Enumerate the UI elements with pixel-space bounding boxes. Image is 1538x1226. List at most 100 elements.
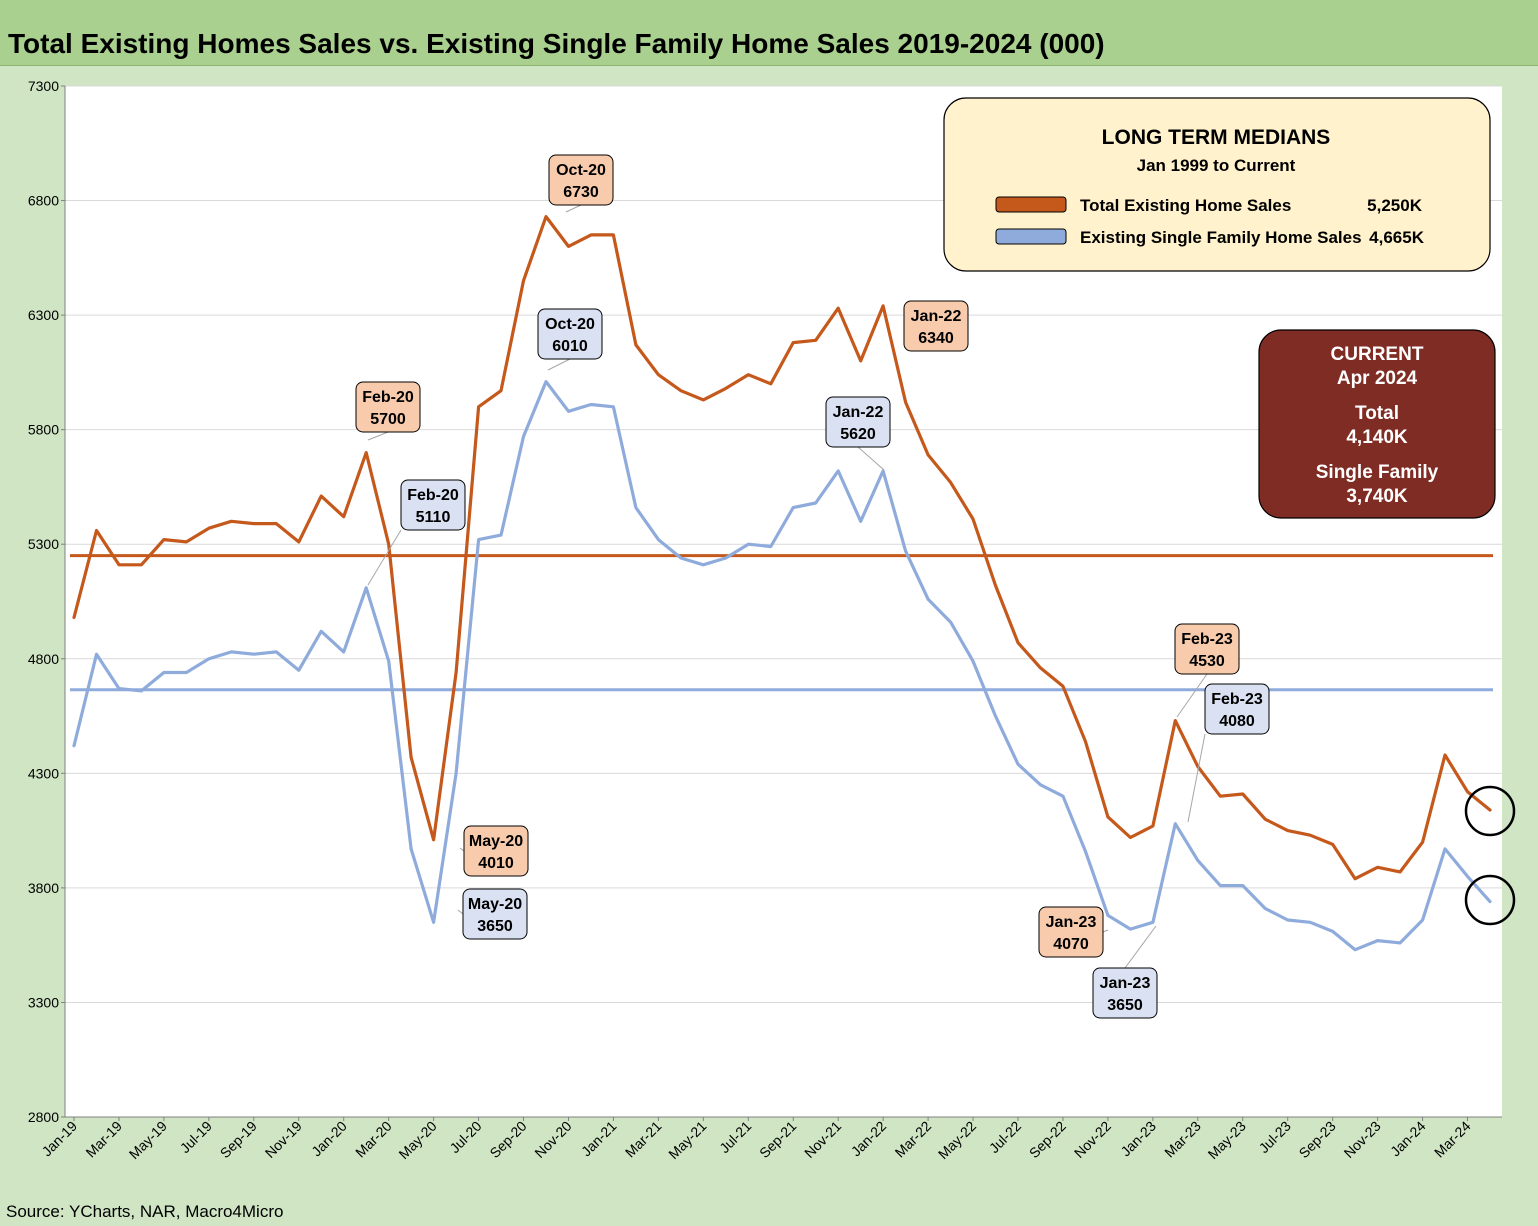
x-tick-label: Sep-21: [756, 1118, 799, 1161]
x-tick-label: Nov-21: [801, 1118, 844, 1161]
annotation-box: [825, 396, 891, 448]
x-tick-label: Jul-23: [1256, 1118, 1294, 1156]
y-tick-label: 6300: [28, 307, 59, 323]
x-tick-label: Sep-20: [486, 1118, 529, 1161]
medians-legend-box: LONG TERM MEDIANS Jan 1999 to Current To…: [943, 97, 1491, 272]
annotation-leader-line: [459, 847, 465, 852]
title-bar: Total Existing Homes Sales vs. Existing …: [0, 0, 1538, 66]
annotation-box: [1204, 683, 1270, 735]
current-line1: CURRENT: [1331, 344, 1424, 365]
annotation-value: 5700: [370, 411, 406, 428]
annotation-leader-line: [367, 431, 389, 441]
chart-title: Total Existing Homes Sales vs. Existing …: [8, 28, 1105, 59]
x-tick-label: May-21: [665, 1118, 709, 1162]
annotation-box: [548, 154, 614, 206]
y-tick-label: 3800: [28, 880, 59, 896]
annotation-box: [537, 308, 603, 360]
annotation-label: Feb-20: [407, 487, 459, 504]
y-tick-label: 3300: [28, 994, 59, 1010]
annotation-value: 5110: [416, 509, 451, 526]
x-tick-label: Jul-20: [446, 1118, 484, 1156]
annotation-label: Oct-20: [556, 162, 606, 179]
annotations: Feb-20 5700 May-20 4010 Oct-20 6730 Jan-22 6340…: [355, 154, 1270, 1019]
annotation-value: 3650: [1107, 997, 1143, 1014]
x-tick-label: Jul-22: [986, 1118, 1024, 1156]
annotation-value: 6340: [918, 330, 954, 347]
x-tick-label: Jan-24: [1387, 1118, 1429, 1160]
x-tick-label: Sep-19: [217, 1118, 260, 1161]
annotation-value: 4080: [1219, 713, 1255, 730]
annotation-value: 6010: [552, 338, 588, 355]
x-tick-label: Nov-23: [1341, 1118, 1384, 1161]
annotation-value: 4010: [478, 855, 514, 872]
medians-title: LONG TERM MEDIANS: [1102, 126, 1331, 149]
annotation-box: [903, 300, 969, 352]
y-tick-label: 6800: [28, 193, 59, 209]
annotation-leader-line: [457, 909, 464, 915]
annotation-value: 4530: [1189, 653, 1225, 670]
x-tick-label: Jan-21: [578, 1118, 620, 1160]
annotation-leader-line: [1187, 733, 1206, 823]
y-tick-label: 5800: [28, 422, 59, 438]
chart-svg: 2800 3300 3800 4300 4800 5300 5800 6300 6800 7300…: [28, 78, 1516, 1162]
annotation-label: Feb-20: [362, 389, 414, 406]
x-tick-label: May-19: [126, 1118, 170, 1162]
legend-value-single-family: 4,665K: [1369, 228, 1425, 247]
annotation-leader-line: [565, 204, 582, 213]
annotation-box: [1174, 623, 1240, 675]
current-line2: Apr 2024: [1337, 368, 1418, 389]
x-tick-label: Nov-19: [262, 1118, 305, 1161]
x-tick-label: Mar-20: [352, 1118, 395, 1161]
legend-value-total: 5,250K: [1367, 196, 1423, 215]
annotation-label: Jan-23: [1100, 975, 1151, 992]
x-tick-label: Mar-23: [1161, 1118, 1204, 1161]
x-tick-label: Jan-23: [1117, 1118, 1159, 1160]
legend-label-single-family: Existing Single Family Home Sales: [1080, 228, 1362, 247]
series-line: [72, 380, 1492, 952]
annotation-leader-line: [367, 529, 402, 586]
x-tick-label: Sep-23: [1296, 1118, 1339, 1161]
y-tick-label: 4800: [28, 651, 59, 667]
annotation-box: [355, 381, 421, 433]
x-tick-label: Mar-19: [82, 1118, 125, 1161]
annotation-label: Feb-23: [1181, 631, 1233, 648]
x-tick-label: Mar-24: [1431, 1118, 1474, 1161]
x-tick-label: Nov-20: [531, 1118, 574, 1161]
x-tick-label: Sep-22: [1026, 1118, 1069, 1161]
annotation-label: Jan-23: [1046, 914, 1097, 931]
series-line: [72, 215, 1492, 881]
annotation-leader-line: [547, 358, 571, 371]
current-box: CURRENT Apr 2024 Total 4,140K Single Fam…: [1258, 329, 1496, 519]
annotation-box: [462, 888, 528, 940]
legend-swatch-total: [995, 196, 1067, 213]
annotation-box: [463, 825, 529, 877]
annotation-leader-line: [857, 446, 885, 471]
annotation-leader-line: [1124, 925, 1157, 969]
annotation-label: Feb-23: [1211, 691, 1263, 708]
current-total-highlight-circle: [1464, 785, 1516, 837]
legend-swatch-single-family: [995, 228, 1067, 245]
x-tick-label: Jan-20: [308, 1118, 350, 1160]
annotation-leader-line: [1102, 929, 1109, 933]
y-tick-label: 2800: [28, 1109, 59, 1125]
x-tick-label: May-22: [935, 1118, 979, 1162]
x-tick-label: Mar-22: [892, 1118, 935, 1161]
annotation-label: Oct-20: [545, 316, 595, 333]
x-tick-label: Mar-21: [622, 1118, 665, 1161]
current-single-family-highlight-circle: [1464, 874, 1516, 926]
x-tick-label: Jan-22: [848, 1118, 890, 1160]
y-tick-label: 5300: [28, 536, 59, 552]
annotation-label: May-20: [469, 833, 523, 850]
current-line4: 4,140K: [1346, 427, 1408, 448]
current-line6: 3,740K: [1346, 486, 1408, 507]
legend-label-total: Total Existing Home Sales: [1080, 196, 1291, 215]
annotation-box: [1038, 906, 1104, 958]
annotation-value: 6730: [563, 184, 599, 201]
annotation-label: Jan-22: [911, 308, 962, 325]
x-tick-label: May-20: [395, 1118, 439, 1162]
x-tick-label: Nov-22: [1071, 1118, 1114, 1161]
annotation-value: 3650: [477, 918, 513, 935]
series-lines: [72, 215, 1492, 952]
x-tick-label: Jul-19: [177, 1118, 215, 1156]
